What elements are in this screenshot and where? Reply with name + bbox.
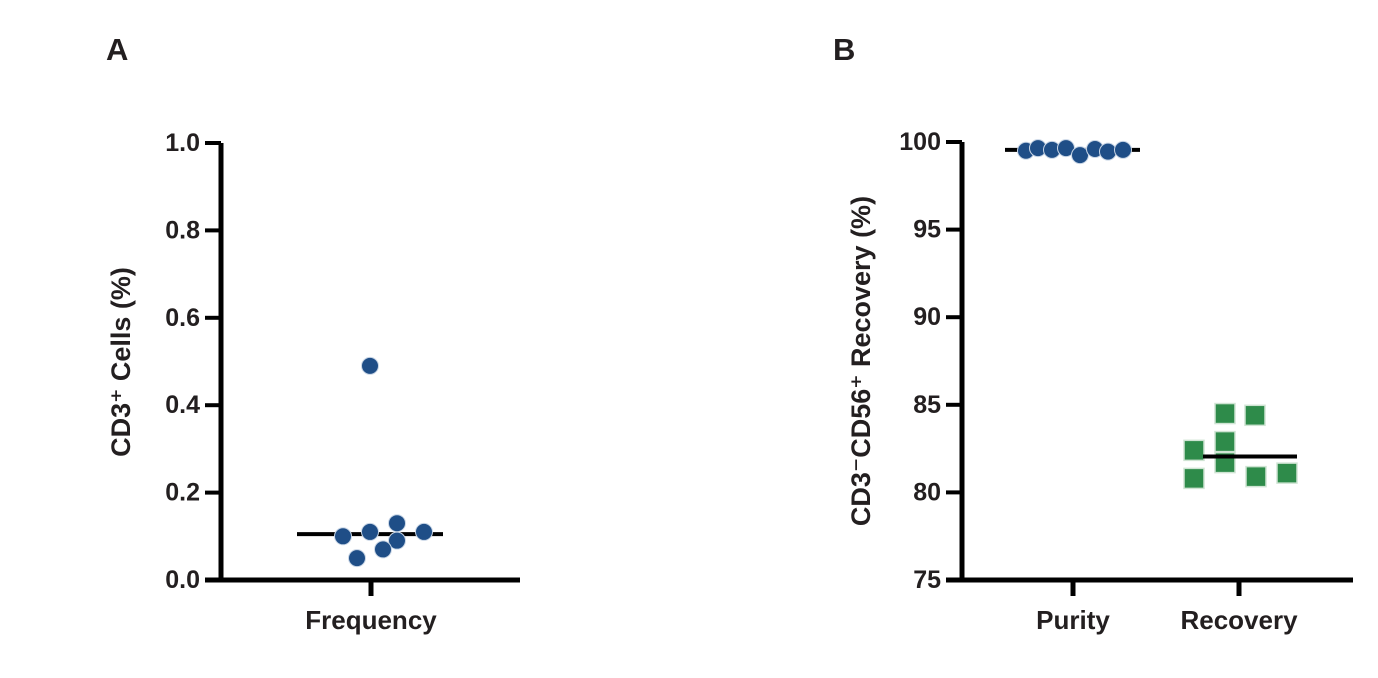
data-point-square: [1214, 402, 1236, 425]
panel-letter: B: [833, 32, 855, 67]
x-category-label: Recovery: [1180, 605, 1298, 635]
data-point-circle: [348, 549, 366, 568]
data-point-circle: [1099, 142, 1117, 161]
y-axis-label: CD3⁺ Cells (%): [106, 267, 136, 457]
y-tick-label: 0.8: [165, 216, 200, 244]
data-point-square: [1183, 439, 1205, 462]
y-tick-label: 0.4: [165, 391, 200, 419]
data-point-circle: [334, 527, 352, 546]
y-tick-label: 80: [913, 478, 941, 506]
y-tick-label: 95: [913, 216, 941, 244]
data-point-square: [1276, 462, 1298, 484]
data-point-square: [1183, 467, 1205, 490]
y-tick-label: 75: [913, 566, 941, 594]
panel-a: 0.0 0.2 0.4 0.6 0.8 1.0 Frequency A CD3⁺ Cells (…: [106, 32, 520, 635]
data-point-square: [1214, 430, 1236, 453]
x-category-label: Purity: [1036, 605, 1110, 635]
y-tick-label: 1.0: [165, 129, 200, 157]
data-point-circle: [374, 540, 392, 559]
y-tick-label: 90: [913, 303, 941, 331]
data-point-square: [1244, 404, 1266, 427]
panel-b: 75 80 85 90 95 100 Purity Recovery B CD3⁻CD56⁺ Re…: [833, 32, 1353, 635]
data-point-square: [1245, 465, 1267, 488]
data-point-circle: [1114, 140, 1132, 159]
y-tick-label: 0.6: [165, 304, 200, 332]
y-tick-label: 0.2: [165, 479, 200, 507]
y-tick-label: 100: [899, 128, 941, 156]
y-axis-label: CD3⁻CD56⁺ Recovery (%): [846, 196, 876, 526]
x-category-label: Frequency: [305, 605, 437, 635]
data-point-circle: [388, 531, 406, 550]
data-point-circle: [1071, 146, 1089, 165]
data-point-circle: [361, 356, 379, 375]
data-point-circle: [415, 522, 433, 541]
y-tick-label: 85: [913, 391, 941, 419]
data-point-circle: [361, 522, 379, 541]
y-tick-label: 0.0: [165, 566, 200, 594]
data-point-circle: [388, 514, 406, 533]
panel-letter: A: [106, 32, 128, 67]
